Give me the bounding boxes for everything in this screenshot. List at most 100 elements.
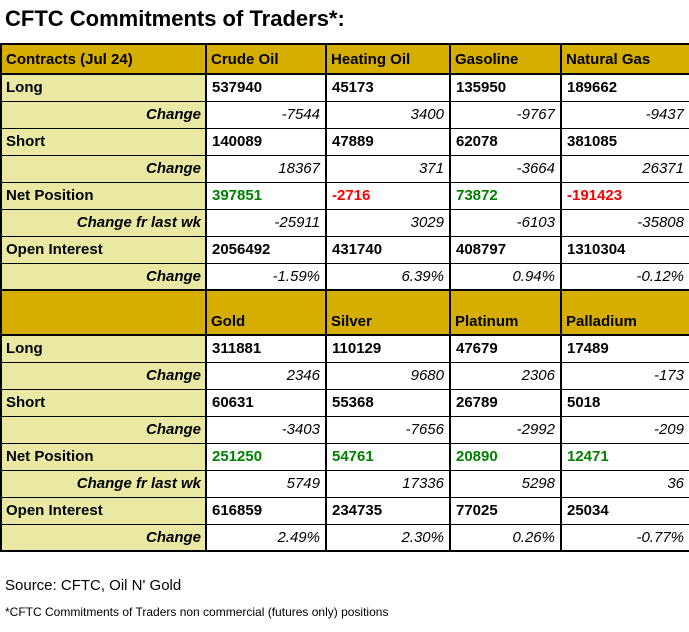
value-cell: 371 bbox=[325, 154, 451, 183]
value-cell: 26789 bbox=[449, 388, 562, 417]
row-label: Change bbox=[0, 415, 207, 444]
value-cell: 5018 bbox=[560, 388, 689, 417]
row-label: Short bbox=[0, 127, 207, 156]
value-cell: 55368 bbox=[325, 388, 451, 417]
value-cell: -3664 bbox=[449, 154, 562, 183]
value-cell: 251250 bbox=[205, 442, 327, 471]
value-cell: 408797 bbox=[449, 235, 562, 264]
value-cell: 2306 bbox=[449, 361, 562, 390]
value-cell: 135950 bbox=[449, 73, 562, 102]
value-cell: 18367 bbox=[205, 154, 327, 183]
value-cell: 189662 bbox=[560, 73, 689, 102]
value-cell: 77025 bbox=[449, 496, 562, 525]
value-cell: -9437 bbox=[560, 100, 689, 129]
column-header-blank bbox=[0, 289, 207, 336]
value-cell: 47889 bbox=[325, 127, 451, 156]
value-cell: 45173 bbox=[325, 73, 451, 102]
row-label: Change bbox=[0, 523, 207, 552]
value-cell: -25911 bbox=[205, 208, 327, 237]
table-row-change: Change -3403 -7656 -2992 -209 bbox=[0, 415, 689, 444]
cot-table: Contracts (Jul 24) Crude Oil Heating Oil… bbox=[0, 43, 689, 552]
table-row-change: Change 2346 9680 2306 -173 bbox=[0, 361, 689, 390]
column-header-crude-oil: Crude Oil bbox=[205, 43, 327, 75]
table-row-open-interest: Open Interest 2056492 431740 408797 1310… bbox=[0, 235, 689, 264]
table-row-short: Short 60631 55368 26789 5018 bbox=[0, 388, 689, 417]
row-label: Long bbox=[0, 73, 207, 102]
row-label: Short bbox=[0, 388, 207, 417]
row-label: Change bbox=[0, 262, 207, 291]
value-cell: -35808 bbox=[560, 208, 689, 237]
value-cell: 60631 bbox=[205, 388, 327, 417]
energy-header-row: Contracts (Jul 24) Crude Oil Heating Oil… bbox=[0, 43, 689, 75]
column-header-heating-oil: Heating Oil bbox=[325, 43, 451, 75]
value-cell: -2992 bbox=[449, 415, 562, 444]
row-label: Change fr last wk bbox=[0, 208, 207, 237]
metals-header-row: Gold Silver Platinum Palladium bbox=[0, 289, 689, 336]
value-cell: 1310304 bbox=[560, 235, 689, 264]
table-row-change: Change 2.49% 2.30% 0.26% -0.77% bbox=[0, 523, 689, 552]
value-cell: 5298 bbox=[449, 469, 562, 498]
table-row-change: Change -7544 3400 -9767 -9437 bbox=[0, 100, 689, 129]
value-cell: 616859 bbox=[205, 496, 327, 525]
row-label: Long bbox=[0, 334, 207, 363]
column-header-natural-gas: Natural Gas bbox=[560, 43, 689, 75]
row-label: Change fr last wk bbox=[0, 469, 207, 498]
value-cell: 17336 bbox=[325, 469, 451, 498]
value-cell: -173 bbox=[560, 361, 689, 390]
value-cell: 2.30% bbox=[325, 523, 451, 552]
value-cell: -191423 bbox=[560, 181, 689, 210]
value-cell: 2346 bbox=[205, 361, 327, 390]
table-row-change-fr-last-wk: Change fr last wk -25911 3029 -6103 -358… bbox=[0, 208, 689, 237]
row-label: Net Position bbox=[0, 181, 207, 210]
value-cell: -209 bbox=[560, 415, 689, 444]
column-header-silver: Silver bbox=[325, 289, 451, 336]
value-cell: -6103 bbox=[449, 208, 562, 237]
page-title: CFTC Commitments of Traders*: bbox=[5, 6, 345, 31]
value-cell: 110129 bbox=[325, 334, 451, 363]
value-cell: 234735 bbox=[325, 496, 451, 525]
value-cell: 17489 bbox=[560, 334, 689, 363]
value-cell: -9767 bbox=[449, 100, 562, 129]
table-row-long: Long 311881 110129 47679 17489 bbox=[0, 334, 689, 363]
value-cell: -3403 bbox=[205, 415, 327, 444]
value-cell: 0.94% bbox=[449, 262, 562, 291]
value-cell: 62078 bbox=[449, 127, 562, 156]
value-cell: -0.12% bbox=[560, 262, 689, 291]
value-cell: 6.39% bbox=[325, 262, 451, 291]
value-cell: 36 bbox=[560, 469, 689, 498]
table-row-net-position: Net Position 397851 -2716 73872 -191423 bbox=[0, 181, 689, 210]
value-cell: 20890 bbox=[449, 442, 562, 471]
table-row-net-position: Net Position 251250 54761 20890 12471 bbox=[0, 442, 689, 471]
table-row-open-interest: Open Interest 616859 234735 77025 25034 bbox=[0, 496, 689, 525]
value-cell: 47679 bbox=[449, 334, 562, 363]
row-label: Open Interest bbox=[0, 496, 207, 525]
column-header-palladium: Palladium bbox=[560, 289, 689, 336]
value-cell: -1.59% bbox=[205, 262, 327, 291]
row-label: Change bbox=[0, 154, 207, 183]
value-cell: 2.49% bbox=[205, 523, 327, 552]
value-cell: 3400 bbox=[325, 100, 451, 129]
table-row-short: Short 140089 47889 62078 381085 bbox=[0, 127, 689, 156]
value-cell: 311881 bbox=[205, 334, 327, 363]
row-label: Change bbox=[0, 361, 207, 390]
row-label: Net Position bbox=[0, 442, 207, 471]
table-row-long: Long 537940 45173 135950 189662 bbox=[0, 73, 689, 102]
table-row-change-fr-last-wk: Change fr last wk 5749 17336 5298 36 bbox=[0, 469, 689, 498]
value-cell: 537940 bbox=[205, 73, 327, 102]
row-label: Open Interest bbox=[0, 235, 207, 264]
value-cell: 26371 bbox=[560, 154, 689, 183]
column-header-gold: Gold bbox=[205, 289, 327, 336]
value-cell: 54761 bbox=[325, 442, 451, 471]
value-cell: 381085 bbox=[560, 127, 689, 156]
value-cell: 431740 bbox=[325, 235, 451, 264]
source-text: Source: CFTC, Oil N' Gold bbox=[5, 577, 182, 594]
value-cell: 73872 bbox=[449, 181, 562, 210]
value-cell: -2716 bbox=[325, 181, 451, 210]
value-cell: -7544 bbox=[205, 100, 327, 129]
table-row-change: Change 18367 371 -3664 26371 bbox=[0, 154, 689, 183]
column-header-contracts: Contracts (Jul 24) bbox=[0, 43, 207, 75]
value-cell: 3029 bbox=[325, 208, 451, 237]
value-cell: 5749 bbox=[205, 469, 327, 498]
table-row-change: Change -1.59% 6.39% 0.94% -0.12% bbox=[0, 262, 689, 291]
value-cell: 2056492 bbox=[205, 235, 327, 264]
